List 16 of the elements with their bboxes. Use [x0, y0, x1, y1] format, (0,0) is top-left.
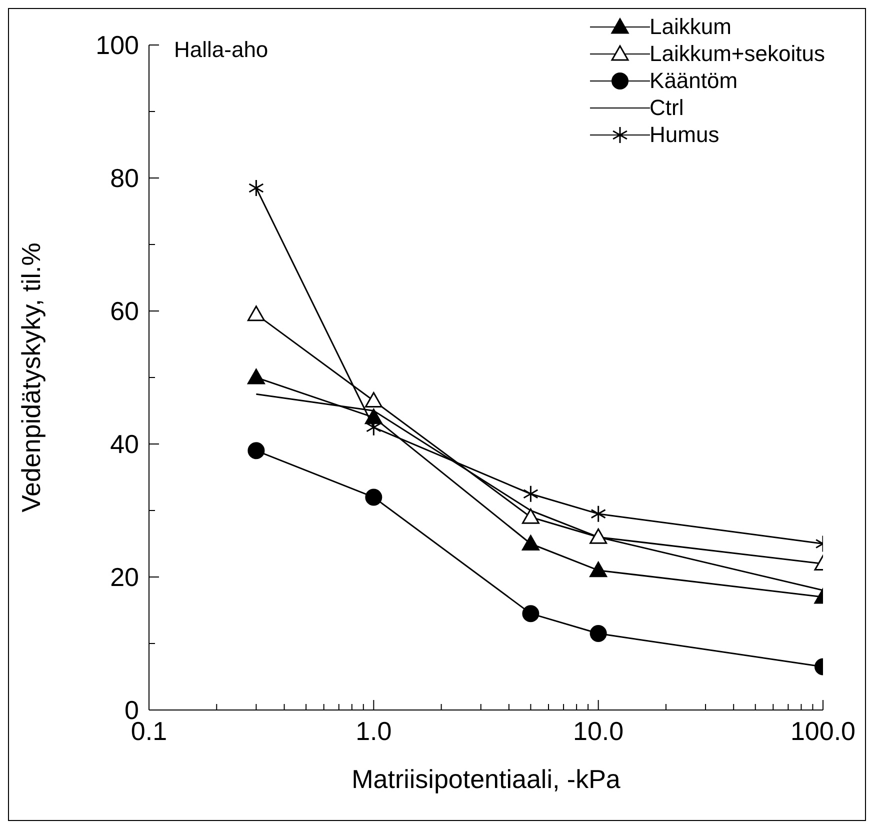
legend-label: Laikkum: [650, 14, 732, 40]
y-tick-label: 20: [110, 562, 139, 592]
y-axis-title: Vedenpidätyskyky, til.%: [16, 242, 46, 512]
x-tick-label: 10.0: [573, 716, 624, 746]
legend-label: Laikkum+sekoitus: [650, 40, 825, 66]
annotation: Halla-aho: [174, 37, 268, 63]
x-tick-label: 1.0: [356, 716, 392, 746]
y-tick-label: 100: [96, 30, 139, 60]
x-tick-label: 100.0: [790, 716, 856, 746]
legend-label: Humus: [650, 122, 720, 148]
x-axis-title: Matriisipotentiaali, -kPa: [352, 764, 621, 794]
legend-label: Ctrl: [650, 94, 684, 120]
y-tick-label: 40: [110, 429, 139, 459]
y-tick-label: 80: [110, 163, 139, 193]
legend-label: Kääntöm: [650, 68, 738, 94]
y-tick-label: 60: [110, 296, 139, 326]
